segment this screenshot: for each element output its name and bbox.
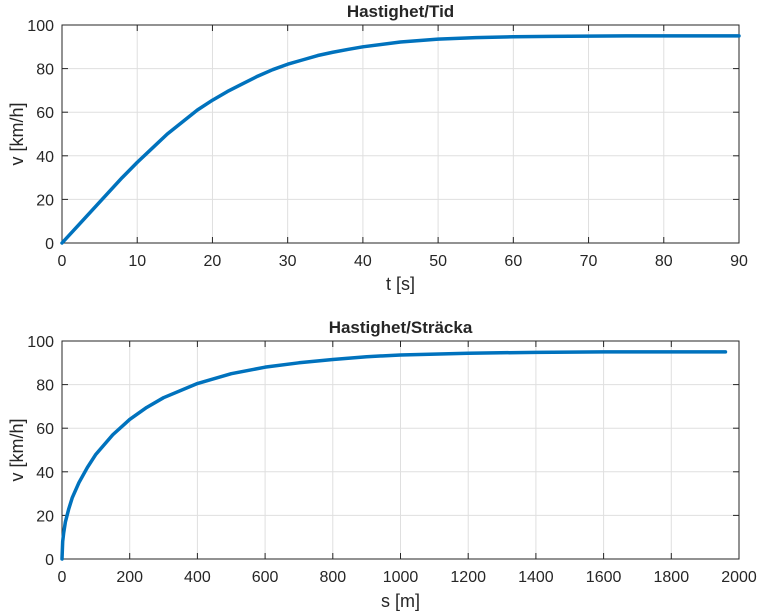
x-tick-label: 10	[128, 253, 146, 270]
y-tick-label: 40	[36, 149, 54, 166]
x-tick-label: 0	[58, 253, 67, 270]
x-tick-label: 50	[429, 253, 447, 270]
y-tick-label: 20	[36, 192, 54, 209]
x-tick-label: 60	[504, 253, 522, 270]
x-tick-label: 20	[204, 253, 222, 270]
x-tick-label: 1200	[450, 569, 486, 586]
y-axis-label: v [km/h]	[7, 102, 27, 165]
y-tick-label: 100	[27, 18, 54, 35]
y-tick-label: 0	[45, 236, 54, 253]
x-tick-label: 90	[730, 253, 748, 270]
x-tick-label: 600	[252, 569, 279, 586]
y-tick-label: 80	[36, 378, 54, 395]
x-tick-label: 2000	[721, 569, 757, 586]
axes-background	[62, 25, 739, 243]
y-tick-label: 40	[36, 465, 54, 482]
y-tick-label: 80	[36, 62, 54, 79]
plot-speed-time: 0 10 20 30 40 50 60 70 80 90 0 20 40 60 80 100 Hastighet…	[7, 2, 748, 294]
x-tick-label: 30	[279, 253, 297, 270]
x-tick-label: 1800	[654, 569, 690, 586]
y-tick-label: 0	[45, 552, 54, 569]
x-tick-label: 1000	[383, 569, 419, 586]
x-axis-label: t [s]	[386, 274, 415, 294]
x-tick-label: 1400	[518, 569, 554, 586]
x-axis-label: s [m]	[381, 591, 420, 611]
x-tick-label: 800	[319, 569, 346, 586]
series-line	[60, 34, 741, 245]
x-tick-label: 0	[58, 569, 67, 586]
plot-speed-distance: 0 200 400 600 800 1000 1200 1400 1600 1800 2000 0 20…	[7, 318, 757, 611]
x-tick-label: 80	[655, 253, 673, 270]
y-tick-label: 60	[36, 421, 54, 438]
y-tick-label: 20	[36, 508, 54, 525]
x-tick-label: 40	[354, 253, 372, 270]
x-tick-label: 70	[580, 253, 598, 270]
series-line	[60, 350, 728, 561]
x-tick-label: 400	[184, 569, 211, 586]
y-axis-label: v [km/h]	[7, 418, 27, 481]
y-tick-label: 60	[36, 105, 54, 122]
chart-title: Hastighet/Tid	[347, 2, 454, 21]
x-tick-label: 1600	[586, 569, 622, 586]
x-tick-label: 200	[116, 569, 143, 586]
chart-title: Hastighet/Sträcka	[329, 318, 473, 337]
axes-box	[61, 24, 740, 244]
y-tick-label: 100	[27, 334, 54, 351]
